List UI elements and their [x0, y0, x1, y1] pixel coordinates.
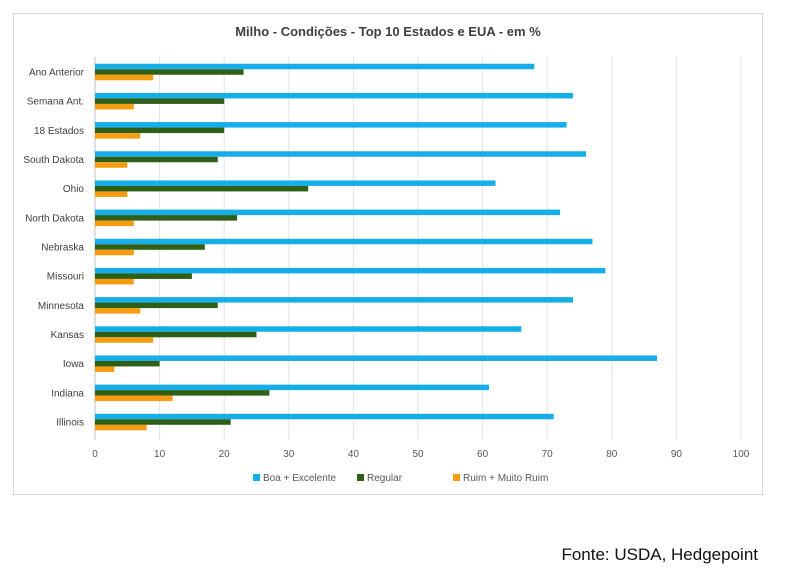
- category-label: Missouri: [47, 272, 84, 283]
- category-label: North Dakota: [25, 213, 84, 224]
- bar-ruim-muito-ruim: [95, 162, 128, 168]
- bar-ruim-muito-ruim: [95, 74, 154, 81]
- bar-ruim-muito-ruim: [95, 366, 115, 372]
- bar-regular: [95, 360, 160, 367]
- legend-swatch: [253, 474, 260, 481]
- x-tick-label: 80: [606, 449, 618, 460]
- source-note: Fonte: USDA, Hedgepoint: [561, 545, 758, 564]
- legend-swatch: [453, 474, 460, 481]
- bar-regular: [95, 419, 231, 425]
- bar-boa-excelente: [95, 267, 606, 274]
- category-label: 18 Estados: [34, 126, 84, 137]
- x-tick-label: 50: [412, 449, 424, 460]
- bar-regular: [95, 244, 205, 250]
- x-tick-label: 70: [542, 449, 554, 460]
- bar-regular: [95, 185, 309, 192]
- bar-ruim-muito-ruim: [95, 424, 147, 431]
- bar-ruim-muito-ruim: [95, 278, 134, 285]
- bar-ruim-muito-ruim: [95, 103, 134, 110]
- legend-label: Regular: [367, 473, 403, 484]
- bar-ruim-muito-ruim: [95, 191, 128, 197]
- bar-ruim-muito-ruim: [95, 220, 134, 227]
- bar-boa-excelente: [95, 238, 593, 245]
- category-label: Ohio: [63, 184, 85, 195]
- bar-boa-excelente: [95, 384, 490, 391]
- bar-boa-excelente: [95, 355, 658, 361]
- category-label: Indiana: [51, 388, 84, 399]
- legend-label: Ruim + Muito Ruim: [463, 473, 548, 484]
- x-tick-label: 10: [154, 449, 166, 460]
- bar-regular: [95, 215, 238, 221]
- bar-regular: [95, 69, 244, 75]
- x-tick-label: 60: [477, 449, 489, 460]
- x-tick-label: 100: [733, 449, 750, 460]
- bar-boa-excelente: [95, 297, 574, 303]
- x-tick-label: 0: [92, 449, 98, 460]
- bar-boa-excelente: [95, 63, 535, 70]
- chart-title: Milho - Condições - Top 10 Estados e EUA…: [235, 24, 541, 39]
- bar-ruim-muito-ruim: [95, 337, 154, 343]
- bar-regular: [95, 156, 218, 163]
- bar-regular: [95, 273, 192, 279]
- category-label: Ano Anterior: [29, 68, 85, 79]
- category-label: Minnesota: [38, 301, 85, 312]
- bar-ruim-muito-ruim: [95, 308, 141, 314]
- bar-boa-excelente: [95, 413, 554, 420]
- category-label: Nebraska: [41, 243, 84, 254]
- legend-label: Boa + Excelente: [263, 473, 337, 484]
- bar-regular: [95, 302, 218, 309]
- bar-boa-excelente: [95, 180, 496, 186]
- category-label: Iowa: [63, 359, 85, 370]
- bar-ruim-muito-ruim: [95, 249, 134, 256]
- x-tick-label: 40: [348, 449, 360, 460]
- x-tick-label: 90: [671, 449, 683, 460]
- x-tick-label: 20: [219, 449, 231, 460]
- bar-boa-excelente: [95, 209, 561, 216]
- category-label: Illinois: [56, 418, 84, 429]
- bar-boa-excelente: [95, 151, 586, 157]
- bar-boa-excelente: [95, 122, 567, 128]
- bar-boa-excelente: [95, 326, 522, 332]
- category-label: South Dakota: [23, 155, 84, 166]
- category-label: Kansas: [51, 330, 84, 341]
- bar-regular: [95, 331, 257, 338]
- category-label: Semana Ant.: [27, 97, 84, 108]
- bar-regular: [95, 98, 225, 104]
- bar-regular: [95, 390, 270, 396]
- chart-frame: [13, 13, 763, 495]
- bar-regular: [95, 127, 225, 134]
- legend-swatch: [357, 474, 364, 481]
- x-tick-label: 30: [283, 449, 295, 460]
- bar-ruim-muito-ruim: [95, 133, 141, 139]
- bar-boa-excelente: [95, 92, 574, 99]
- bar-ruim-muito-ruim: [95, 395, 173, 402]
